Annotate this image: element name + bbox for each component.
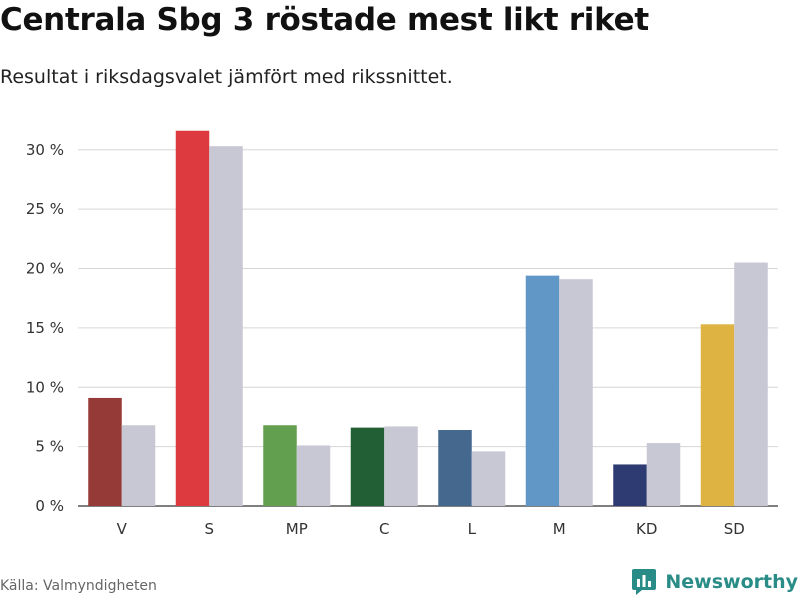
x-tick-label: M <box>553 520 566 538</box>
bar-area-m[interactable] <box>525 275 560 506</box>
y-tick-label: 30 % <box>26 141 64 159</box>
bar-national-m[interactable] <box>559 279 593 506</box>
x-tick-label: MP <box>286 520 308 538</box>
bar-area-sd[interactable] <box>700 324 735 506</box>
bar-area-kd[interactable] <box>613 464 647 506</box>
bar-national-s[interactable] <box>209 146 243 506</box>
bar-area-l[interactable] <box>438 430 472 506</box>
x-tick-label: C <box>379 520 389 538</box>
x-tick-label: L <box>468 520 477 538</box>
bar-chart-logo-icon <box>632 569 657 595</box>
y-tick-label: 15 % <box>26 319 64 337</box>
bar-national-v[interactable] <box>121 425 156 506</box>
axis-labels: 0 % 5 % 10 % 15 % 20 % 25 % 30 % V S MP C L M KD SD <box>26 141 745 538</box>
source-note: Källa: Valmyndigheten <box>0 578 157 594</box>
y-tick-label: 25 % <box>26 200 64 218</box>
bar-area-mp[interactable] <box>263 425 297 506</box>
y-tick-label: 10 % <box>26 378 64 396</box>
chart-subtitle: Resultat i riksdagsvalet jämfört med rik… <box>0 66 453 88</box>
x-tick-label: SD <box>724 520 745 538</box>
bar-area-s[interactable] <box>175 130 210 506</box>
brand-name: Newsworthy <box>665 571 798 593</box>
bar-area-v[interactable] <box>88 397 122 506</box>
chart-title: Centrala Sbg 3 röstade mest likt riket <box>0 2 649 38</box>
y-tick-label: 20 % <box>26 260 64 278</box>
x-tick-label: V <box>117 520 128 538</box>
x-tick-label: S <box>204 520 214 538</box>
bars <box>88 130 768 506</box>
y-tick-label: 0 % <box>35 497 64 515</box>
bar-national-sd[interactable] <box>734 262 768 506</box>
bar-national-kd[interactable] <box>646 443 681 506</box>
y-tick-label: 5 % <box>35 438 64 456</box>
x-tick-label: KD <box>636 520 657 538</box>
bar-national-c[interactable] <box>384 426 418 506</box>
bar-national-l[interactable] <box>471 451 506 506</box>
bar-national-mp[interactable] <box>296 445 331 506</box>
brand-logo[interactable]: Newsworthy <box>631 568 798 596</box>
bar-area-c[interactable] <box>350 427 385 506</box>
